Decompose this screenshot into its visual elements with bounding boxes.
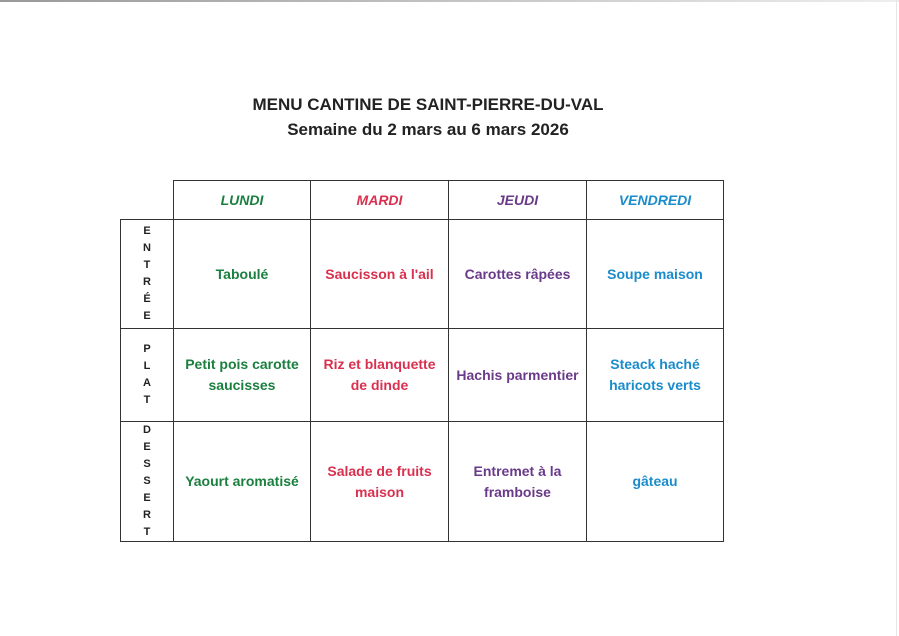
day-header: LUNDI bbox=[173, 180, 311, 220]
menu-table: LUNDI MARDI JEUDI VENDREDI ENTRÉE Taboul… bbox=[120, 180, 724, 542]
menu-cell: Riz et blanquette de dinde bbox=[310, 328, 449, 422]
row-label: ENTRÉE bbox=[120, 219, 174, 329]
menu-cell: gâteau bbox=[586, 421, 724, 542]
menu-cell: Carottes râpées bbox=[448, 219, 587, 329]
header-row: LUNDI MARDI JEUDI VENDREDI bbox=[120, 180, 724, 220]
menu-cell: Soupe maison bbox=[586, 219, 724, 329]
page-subtitle: Semaine du 2 mars au 6 mars 2026 bbox=[287, 120, 569, 139]
menu-cell: Taboulé bbox=[173, 219, 311, 329]
row-label: DESSERT bbox=[120, 421, 174, 542]
menu-cell: Hachis parmentier bbox=[448, 328, 587, 422]
corner-cell bbox=[120, 180, 174, 220]
menu-cell: Salade de fruits maison bbox=[310, 421, 449, 542]
scan-edge-right bbox=[896, 0, 897, 636]
page-title: MENU CANTINE DE SAINT-PIERRE-DU-VAL bbox=[252, 95, 604, 114]
day-header: JEUDI bbox=[448, 180, 587, 220]
row-label: PLAT bbox=[120, 328, 174, 422]
menu-cell: Petit pois carotte saucisses bbox=[173, 328, 311, 422]
menu-cell: Steack haché haricots verts bbox=[586, 328, 724, 422]
menu-cell: Entremet à la framboise bbox=[448, 421, 587, 542]
menu-cell: Saucisson à l'ail bbox=[310, 219, 449, 329]
table-row: DESSERT Yaourt aromatisé Salade de fruit… bbox=[120, 421, 724, 542]
scan-edge bbox=[0, 0, 899, 2]
day-header: VENDREDI bbox=[586, 180, 724, 220]
table-row: PLAT Petit pois carotte saucisses Riz et… bbox=[120, 328, 724, 422]
day-header: MARDI bbox=[310, 180, 449, 220]
menu-cell: Yaourt aromatisé bbox=[173, 421, 311, 542]
table-row: ENTRÉE Taboulé Saucisson à l'ail Carotte… bbox=[120, 219, 724, 329]
